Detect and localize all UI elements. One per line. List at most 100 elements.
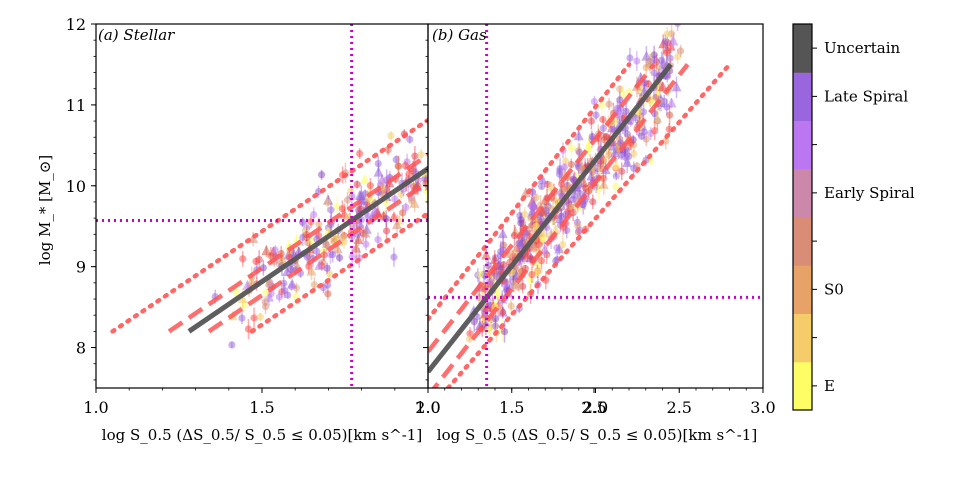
data-point — [453, 139, 460, 146]
data-point — [458, 145, 465, 152]
plot-area — [96, 24, 564, 388]
data-point — [536, 105, 543, 112]
data-point-triangle — [373, 166, 384, 177]
colorbar-label: Late Spiral — [824, 87, 908, 105]
data-point-triangle — [489, 254, 500, 265]
data-point — [666, 54, 674, 62]
panel-b-label: (b) Gas — [432, 26, 487, 44]
dotted-band-line — [428, 62, 632, 322]
data-point — [325, 270, 334, 278]
data-point — [256, 313, 264, 321]
data-point — [677, 47, 685, 55]
data-point — [475, 293, 483, 302]
data-point — [536, 119, 543, 126]
data-point — [323, 264, 331, 272]
data-point — [374, 159, 382, 168]
data-point-triangle — [641, 50, 652, 61]
data-point — [569, 175, 577, 183]
dashed-band-line — [431, 63, 690, 388]
data-point — [557, 56, 564, 63]
data-point-triangle — [409, 197, 420, 208]
data-point — [464, 111, 471, 118]
data-point-triangle — [530, 105, 540, 115]
data-point-triangle — [537, 173, 548, 184]
data-point — [599, 115, 607, 124]
data-point — [500, 328, 509, 336]
data-point — [532, 194, 540, 202]
data-point — [310, 281, 318, 289]
data-point — [506, 61, 513, 68]
data-point — [612, 172, 620, 180]
data-point — [348, 192, 356, 201]
data-point — [471, 144, 478, 151]
data-point — [439, 131, 446, 138]
data-point — [350, 222, 358, 230]
data-point — [411, 152, 419, 160]
data-point — [529, 243, 538, 251]
data-point — [394, 162, 403, 170]
data-point — [674, 53, 682, 61]
data-point — [510, 82, 517, 89]
data-point — [484, 326, 492, 334]
data-point — [507, 99, 514, 106]
data-point — [537, 257, 546, 265]
data-point-triangle — [246, 275, 257, 286]
data-point-triangle — [652, 113, 663, 124]
data-point — [471, 142, 478, 149]
data-point — [465, 90, 472, 97]
data-point — [497, 59, 504, 66]
data-point-triangle — [525, 71, 535, 81]
data-point-triangle — [321, 237, 332, 248]
data-point-triangle — [263, 291, 274, 302]
data-point-triangle — [459, 166, 469, 176]
data-point — [275, 293, 283, 301]
data-point — [663, 30, 671, 38]
data-point — [538, 182, 546, 191]
data-point — [493, 272, 501, 281]
data-point-triangle — [537, 205, 548, 216]
data-point — [457, 180, 464, 187]
data-point-triangle — [501, 126, 511, 136]
colorbar-segment — [793, 265, 812, 314]
data-point — [491, 315, 500, 323]
data-point — [435, 191, 442, 198]
data-point — [655, 15, 662, 22]
data-point-triangle — [491, 131, 501, 141]
colorbar-segment — [793, 120, 812, 170]
data-point — [535, 130, 542, 137]
data-point — [466, 82, 473, 89]
data-point — [390, 253, 398, 261]
data-point — [478, 129, 485, 136]
data-point-triangle — [446, 167, 456, 177]
x-tick-label: 1.0 — [415, 398, 440, 417]
colorbar-label: S0 — [824, 280, 844, 298]
data-point — [499, 114, 506, 121]
data-point — [631, 113, 640, 122]
data-point — [327, 206, 335, 214]
data-point — [399, 209, 407, 217]
data-point — [520, 77, 527, 84]
data-point — [507, 139, 514, 146]
data-point — [540, 102, 547, 109]
data-point — [356, 149, 364, 158]
data-point — [531, 98, 538, 105]
data-point — [514, 79, 521, 86]
data-point — [552, 80, 559, 87]
data-point-triangle — [583, 141, 594, 152]
data-point — [616, 96, 624, 104]
data-point — [252, 257, 260, 265]
data-point — [612, 163, 620, 171]
data-point — [433, 188, 440, 195]
data-point-triangle — [490, 100, 500, 110]
dotted-band-line — [445, 62, 732, 388]
data-point-triangle — [541, 64, 551, 74]
data-point-triangle — [332, 243, 343, 254]
data-point — [439, 152, 446, 159]
data-point — [466, 158, 473, 165]
data-point — [478, 140, 485, 147]
data-point — [559, 241, 567, 249]
data-point — [310, 210, 318, 219]
dotted-band-line — [110, 117, 428, 334]
data-point — [281, 286, 289, 295]
